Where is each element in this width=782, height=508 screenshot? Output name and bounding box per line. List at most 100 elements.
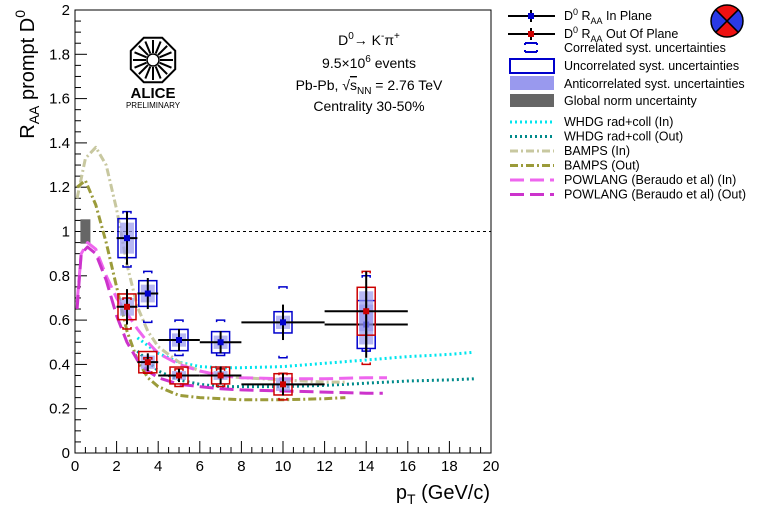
correlated-bracket (278, 397, 288, 401)
reference-line-group (75, 219, 491, 244)
data-marker (363, 308, 370, 315)
correlated-bracket (174, 353, 184, 357)
model-curve-5 (75, 245, 383, 395)
legend-model-label: WHDG rad+coll (In) (564, 115, 673, 129)
x-tick-label: 20 (483, 458, 500, 475)
logo-ray (154, 41, 162, 54)
legend-anticorrelated-symbol (510, 76, 554, 90)
x-tick-label: 6 (196, 458, 204, 475)
annotation-block: D0→ K-π+ 9.5×106 events Pb-Pb, √sNN = 2.… (296, 31, 443, 114)
alice-preliminary-text: PRELIMINARY (126, 101, 181, 110)
logo-ray (157, 45, 168, 56)
x-tick-label: 0 (71, 458, 79, 475)
legend-item-correlated: Correlated syst. uncertainties (524, 41, 726, 55)
legend-global-norm-symbol (510, 94, 554, 107)
x-tick-label: 2 (112, 458, 120, 475)
data-marker (217, 372, 224, 379)
correlated-bracket (215, 384, 226, 388)
y-tick-label: 1.8 (49, 46, 70, 63)
model-curve-1 (136, 350, 475, 389)
correlated-bracket (278, 286, 288, 289)
event-plane-icon (710, 4, 744, 38)
legend-item-uncorrelated: Uncorrelated syst. uncertainties (509, 58, 739, 74)
logo-center (146, 53, 160, 67)
y-tick-label: 1.6 (49, 91, 70, 108)
correlated-bracket (143, 371, 153, 375)
data-marker (124, 303, 130, 310)
legend-model-items: WHDG rad+coll (In)WHDG rad+coll (Out)BAM… (510, 115, 746, 202)
data-points (116, 210, 408, 401)
events-text: 9.5×106 events (322, 54, 416, 71)
event-plane-line-b (715, 9, 739, 33)
x-tick-label: 12 (316, 458, 333, 475)
centrality-text: Centrality 30-50% (313, 98, 424, 114)
correlated-bracket (122, 326, 132, 330)
x-tick-label: 4 (154, 458, 162, 475)
legend: D0 RAA In Plane D0 RAA Out Of Plane Corr… (508, 7, 746, 202)
logo-ray (134, 51, 147, 59)
legend-model-label: POWLANG (Beraudo et al) (In) (564, 173, 736, 187)
x-tick-label: 10 (275, 458, 292, 475)
legend-uncorrelated-label: Uncorrelated syst. uncertainties (564, 59, 739, 73)
logo-ray (144, 66, 152, 79)
correlated-bracket (174, 319, 184, 323)
correlated-bracket (122, 264, 132, 268)
collision-text: Pb-Pb, √sNN = 2.76 TeV (296, 77, 443, 97)
logo-ray (138, 45, 149, 56)
correlated-bracket (215, 319, 226, 323)
y-tick-label: 1 (62, 224, 70, 241)
axis-tick-labels: 0 2 4 6 8 10 12 14 16 18 20 0 0.2 0.4 0.6 0.8 1 1.2 1.4 1.6… (49, 2, 499, 475)
data-marker (217, 339, 224, 346)
correlated-bracket (361, 362, 371, 366)
data-marker (144, 290, 151, 297)
data-marker (176, 372, 182, 379)
x-tick-label: 14 (358, 458, 375, 475)
logo-ray (134, 61, 147, 69)
legend-model-label: BAMPS (In) (564, 144, 630, 158)
logo-ray (159, 51, 172, 59)
x-tick-label: 18 (441, 458, 458, 475)
alice-logo: ALICE PRELIMINARY (126, 36, 181, 110)
legend-correlated-label: Correlated syst. uncertainties (564, 41, 726, 55)
y-tick-label: 0 (62, 445, 70, 462)
legend-uncorrelated-symbol (509, 58, 555, 74)
y-tick-label: 0.8 (49, 268, 70, 285)
data-marker (144, 359, 151, 366)
legend-global-norm-label: Global norm uncertainty (564, 94, 697, 108)
y-tick-label: 0.6 (49, 312, 70, 329)
y-tick-label: 0.4 (49, 356, 70, 373)
legend-anticorrelated-label: Anticorrelated syst. uncertainties (564, 77, 745, 91)
y-tick-label: 0.2 (49, 401, 70, 418)
y-tick-label: 2 (62, 2, 70, 19)
legend-item-global-norm: Global norm uncertainty (510, 94, 697, 108)
logo-octagon (129, 36, 177, 84)
legend-in-plane-marker (528, 13, 534, 19)
x-axis-label: pT (GeV/c) (396, 482, 490, 507)
y-tick-label: 1.2 (49, 179, 70, 196)
logo-ray (144, 41, 152, 54)
legend-in-plane-label: D0 RAA In Plane (564, 7, 652, 26)
model-curves (75, 145, 475, 402)
logo-ray (154, 66, 162, 79)
data-marker (176, 337, 182, 344)
global-norm-box (80, 219, 91, 244)
legend-item-anticorrelated: Anticorrelated syst. uncertainties (510, 76, 745, 91)
y-axis-label: RAA prompt D0 (12, 10, 42, 139)
alice-logo-emblem (129, 36, 177, 84)
correlated-bracket (143, 270, 153, 274)
correlated-bracket (215, 353, 226, 357)
correlated-bracket (174, 384, 184, 388)
logo-ray (138, 64, 149, 75)
data-marker (280, 381, 286, 388)
legend-out-plane-marker (528, 31, 534, 37)
correlated-bracket (278, 355, 288, 359)
model-curve-3 (76, 179, 346, 402)
legend-model-label: BAMPS (Out) (564, 159, 640, 173)
legend-correlated-symbol (524, 42, 538, 53)
logo-ray (159, 61, 172, 69)
model-curve-2 (75, 145, 346, 384)
event-plane-outline (710, 4, 744, 38)
legend-model-label: WHDG rad+coll (Out) (564, 130, 683, 144)
x-tick-label: 16 (399, 458, 416, 475)
x-tick-label: 8 (237, 458, 245, 475)
